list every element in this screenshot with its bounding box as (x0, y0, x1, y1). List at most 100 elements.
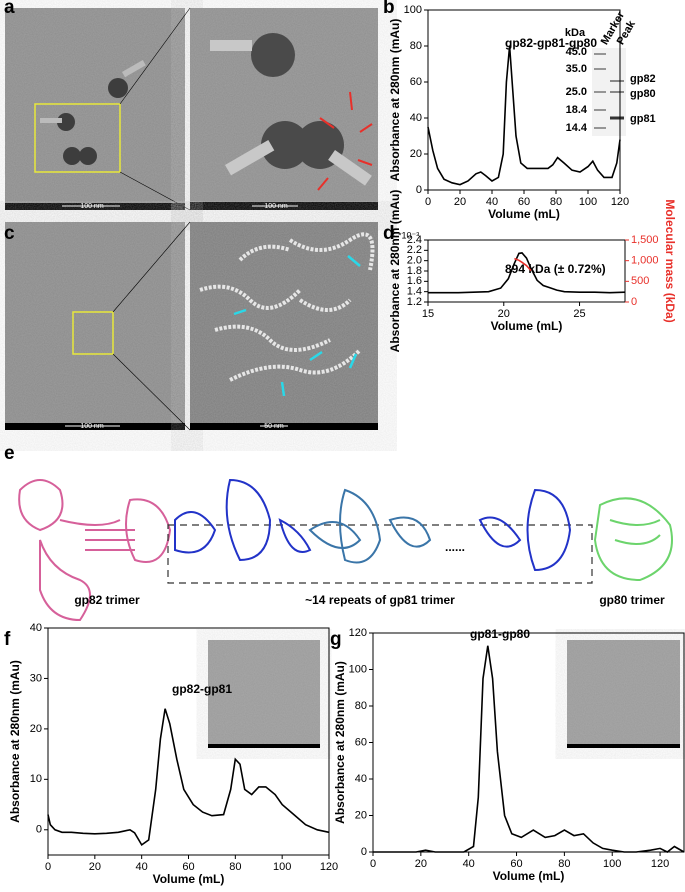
y-tick-label: 40 (30, 622, 42, 634)
x-axis-label: Volume (mL) (493, 869, 565, 883)
y-tick-label: 60 (410, 76, 422, 88)
y-tick-label: 80 (410, 40, 422, 52)
x-tick-label: 120 (320, 861, 338, 873)
x-tick-label: 100 (603, 858, 621, 870)
y-tick-label: 1.8 (407, 265, 422, 277)
y2-tick-label: 0 (631, 296, 637, 308)
x-tick-label: 40 (486, 196, 498, 208)
x-tick-label: 20 (454, 196, 466, 208)
structure-label: ~14 repeats of gp81 trimer (305, 593, 455, 607)
y-tick-label: 0 (416, 184, 422, 196)
x-tick-label: 0 (45, 861, 51, 873)
x-tick-label: 80 (550, 196, 562, 208)
scale-bar-label: 100 nm (80, 423, 104, 430)
y-axis-label: Absorbance at 280nm (mAu) (8, 660, 22, 823)
x-tick-label: 0 (425, 196, 431, 208)
y-axis-label: Absorbance at 280nm (mAu) (388, 19, 402, 182)
y2-axis-label: Molecular mass (kDa) (663, 199, 677, 322)
x-tick-label: 25 (573, 308, 585, 320)
y-tick-label: 40 (410, 112, 422, 124)
scale-bar-label: 100 nm (80, 203, 104, 210)
micrograph-a-zoom (190, 8, 378, 210)
annotation: gp82-gp81-gp80 (505, 36, 597, 50)
series-line (514, 257, 532, 272)
panel-letter: a (4, 0, 15, 18)
x-tick-label: 60 (518, 196, 530, 208)
gel-marker: 18.4 (566, 104, 588, 116)
scale-bar-label: 50 nm (264, 423, 284, 430)
y-tick-label: 100 (404, 4, 422, 16)
series-line (373, 645, 685, 853)
x-tick-label: 120 (611, 196, 629, 208)
x-tick-label: 80 (558, 858, 570, 870)
gel-marker: 35.0 (566, 63, 587, 75)
y-tick-label: 40 (355, 773, 367, 785)
x-tick-label: 40 (136, 861, 148, 873)
y-tick-label: 20 (30, 723, 42, 735)
gel-marker: 25.0 (566, 86, 587, 98)
y-tick-label: 10 (30, 773, 42, 785)
x-tick-label: 120 (651, 858, 669, 870)
y2-tick-label: 1,000 (631, 255, 659, 267)
panel-letter: b (383, 0, 395, 18)
gel-marker: 14.4 (566, 122, 588, 134)
x-tick-label: 15 (422, 308, 434, 320)
x-tick-label: 20 (498, 308, 510, 320)
x-tick-label: 60 (182, 861, 194, 873)
annotation: gp81-gp80 (470, 627, 530, 641)
y-tick-label: 1.6 (407, 275, 422, 287)
annotation: 894 kDa (± 0.72%) (505, 262, 606, 276)
y-tick-label: 20 (355, 809, 367, 821)
axis-multiplier: *10⁻³ (398, 230, 419, 240)
x-tick-label: 0 (370, 858, 376, 870)
panel-letter: d (383, 223, 395, 244)
x-tick-label: 100 (579, 196, 597, 208)
micrograph-g (567, 640, 680, 748)
gel-band: gp82 (630, 73, 656, 85)
scale-bar-label: 100 nm (264, 203, 288, 210)
x-tick-label: 20 (415, 858, 427, 870)
y-tick-label: 1.2 (407, 296, 422, 308)
gel-unit: kDa (565, 27, 586, 39)
y-axis-label: Absorbance at 280nm (mAu) (333, 661, 347, 824)
y-tick-label: 0 (361, 846, 367, 858)
y-tick-label: 2.4 (407, 234, 422, 246)
x-tick-label: 80 (229, 861, 241, 873)
annotation: gp82-gp81 (172, 682, 232, 696)
y2-tick-label: 1,500 (631, 234, 659, 246)
micrograph-f (208, 640, 320, 748)
gel-marker: 45.0 (566, 46, 587, 58)
gel-band: gp80 (630, 88, 656, 100)
y-tick-label: 2.0 (407, 255, 422, 267)
x-axis-label: Volume (mL) (153, 872, 225, 886)
y-tick-label: 80 (355, 700, 367, 712)
y-tick-label: 60 (355, 736, 367, 748)
structure-label: gp80 trimer (599, 593, 665, 607)
y-tick-label: 100 (349, 663, 367, 675)
x-tick-label: 60 (510, 858, 522, 870)
x-axis-label: Volume (mL) (488, 207, 560, 221)
panel-letter: e (4, 443, 15, 464)
y-tick-label: 120 (349, 627, 367, 639)
panel-letter: f (4, 629, 11, 650)
x-tick-label: 100 (273, 861, 291, 873)
series-line (428, 252, 626, 294)
series-line (47, 708, 330, 847)
y2-tick-label: 500 (631, 275, 649, 287)
x-tick-label: 40 (463, 858, 475, 870)
y-tick-label: 20 (410, 148, 422, 160)
y-tick-label: 1.4 (407, 286, 422, 298)
x-tick-label: 20 (89, 861, 101, 873)
structure (18, 478, 673, 622)
micrograph-a (5, 8, 185, 210)
ellipsis: ...... (445, 540, 465, 554)
y-tick-label: 30 (30, 672, 42, 684)
structure-label: gp82 trimer (74, 593, 140, 607)
series-line (427, 45, 621, 186)
panel-letter: c (4, 223, 15, 244)
y-tick-label: 2.2 (407, 244, 422, 256)
micrograph-c (5, 222, 185, 430)
gel-band: gp81 (630, 113, 656, 125)
y-axis-label: Absorbance at 280nm (mAu) (388, 190, 402, 353)
